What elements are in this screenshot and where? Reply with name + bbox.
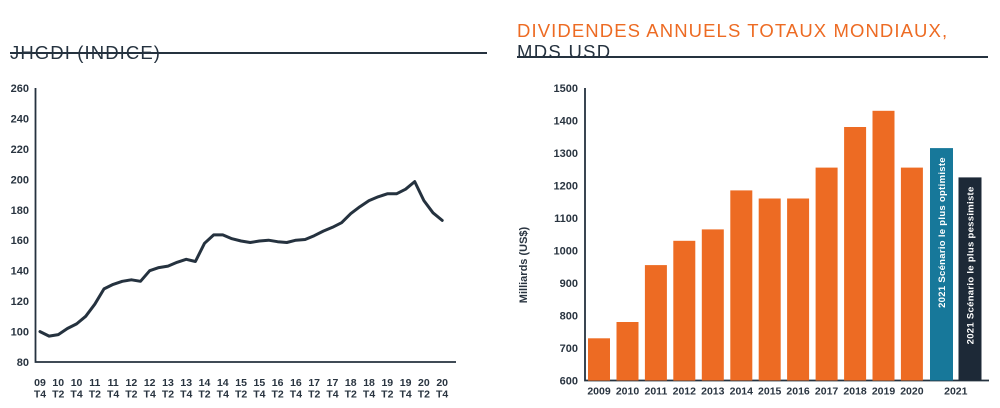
bar-2020	[900, 167, 923, 381]
x-tick-label: 19 T4	[399, 377, 411, 401]
bar-2010	[616, 322, 639, 381]
bar-2014	[730, 190, 753, 381]
y-tick-label: 100	[11, 327, 29, 339]
x-tick-label: 2012	[673, 386, 697, 398]
x-tick-label: 15 T4	[253, 377, 265, 401]
x-tick-label: 2020	[900, 386, 924, 398]
x-tick-label: 2010	[616, 386, 640, 398]
x-tick-label: 11 T2	[89, 377, 101, 401]
y-tick-label: 800	[560, 311, 578, 323]
dividends-title-line1: DIVIDENDES ANNUELS TOTAUX MONDIAUX,	[517, 20, 949, 42]
x-tick-label: 2018	[843, 386, 867, 398]
x-tick-label: 2019	[872, 386, 896, 398]
dividends-title-line2: MDS USD	[517, 41, 612, 63]
x-tick-label: 10 T4	[70, 377, 82, 401]
y-tick-label: 1300	[554, 148, 578, 160]
x-tick-label: 16 T4	[290, 377, 302, 401]
x-tick-label: 12 T2	[125, 377, 137, 401]
bar-chart-y-tick-labels: 1500 1400 1300 1200 1100 1000 900 800 700 600	[554, 83, 578, 388]
bar-2012	[673, 240, 696, 381]
x-tick-label: 10 T2	[52, 377, 64, 401]
x-tick-label: 09 T4	[34, 377, 46, 401]
y-tick-label: 160	[11, 235, 29, 247]
x-tick-label: 11 T4	[107, 377, 119, 401]
x-tick-label: 2014	[730, 386, 754, 398]
x-tick-label: 13 T4	[180, 377, 192, 401]
x-tick-label: 14 T4	[217, 377, 229, 401]
dividends-title-divider	[517, 56, 988, 58]
x-tick-label: 18 T2	[345, 377, 357, 401]
x-tick-label: 2013	[701, 386, 725, 398]
y-tick-label: 1000	[554, 246, 578, 258]
jhgdi-line-chart: 260 240 220 200 180 160 140 120 100 80 09 T4 10 T2 10 T…	[11, 83, 456, 401]
y-tick-label: 120	[11, 296, 29, 308]
scenario-bar-label: 2021 Scénario le plus pessimiste	[966, 186, 977, 344]
x-tick-label: 14 T2	[198, 377, 210, 401]
bar-2018	[844, 127, 867, 381]
bar-series: 2021 Scénario le plus optimiste 2021 Scén…	[588, 110, 982, 381]
y-tick-label: 80	[17, 357, 29, 369]
y-tick-label: 220	[11, 144, 29, 156]
bar-chart-x-tick-labels: 2009 2010 2011 2012 2013 2014 2015 2016 2017 2018…	[587, 386, 967, 398]
scenario-bar-label: 2021 Scénario le plus optimiste	[937, 157, 948, 308]
bar-2021-dark_navy	[958, 177, 982, 381]
line-chart-axes	[34, 88, 456, 363]
y-tick-label: 260	[11, 83, 29, 95]
x-tick-label: 18 T4	[363, 377, 375, 401]
x-tick-label: 20 T2	[418, 377, 430, 401]
bar-2019	[872, 110, 895, 381]
x-tick-label: 15 T2	[235, 377, 247, 401]
x-tick-label: 12 T4	[144, 377, 156, 401]
bar-2013	[701, 229, 724, 381]
bar-2021-teal	[930, 148, 953, 381]
x-tick-label: 13 T2	[162, 377, 174, 401]
x-tick-label: 17 T2	[308, 377, 320, 401]
x-tick-label: 2015	[758, 386, 782, 398]
y-tick-label: 180	[11, 205, 29, 217]
y-tick-label: 1100	[554, 213, 578, 225]
x-tick-label: 16 T2	[272, 377, 284, 401]
bar-2017	[815, 167, 838, 381]
x-tick-label: 19 T2	[381, 377, 393, 401]
bar-2016	[787, 198, 810, 381]
bar-2011	[644, 265, 667, 381]
bar-chart-y-axis-label: Milliards (US$)	[518, 226, 530, 303]
y-tick-label: 900	[560, 278, 578, 290]
y-tick-label: 1500	[554, 83, 578, 95]
y-tick-label: 1400	[554, 116, 578, 128]
dividends-bar-chart: Milliards (US$) 1500 1400 1300 1200 1100 1000 9…	[518, 83, 989, 398]
jhgdi-index-line	[38, 180, 444, 338]
y-tick-label: 200	[11, 174, 29, 186]
x-tick-label: 2011	[645, 386, 668, 398]
y-tick-label: 240	[11, 113, 29, 125]
x-tick-label: 2016	[786, 386, 810, 398]
y-tick-label: 1200	[554, 181, 578, 193]
bar-2009	[588, 338, 610, 381]
x-tick-label-2021: 2021	[944, 386, 968, 398]
y-tick-label: 140	[11, 266, 29, 278]
y-tick-label: 600	[560, 376, 578, 388]
bar-2015	[758, 198, 781, 381]
y-tick-label: 700	[560, 343, 578, 355]
line-chart-y-tick-labels: 260 240 220 200 180 160 140 120 100 80	[11, 83, 29, 369]
x-tick-label: 20 T4	[436, 377, 448, 401]
x-tick-label: 2009	[587, 386, 611, 398]
x-tick-label: 2017	[815, 386, 839, 398]
x-tick-label: 17 T4	[326, 377, 338, 401]
line-chart-x-tick-labels: 09 T4 10 T2 10 T4 11 T2 11 T4 12 T2 12 T4 13 T2 13 T4 14 T2…	[34, 377, 449, 401]
jhgdi-title-divider	[10, 52, 487, 54]
